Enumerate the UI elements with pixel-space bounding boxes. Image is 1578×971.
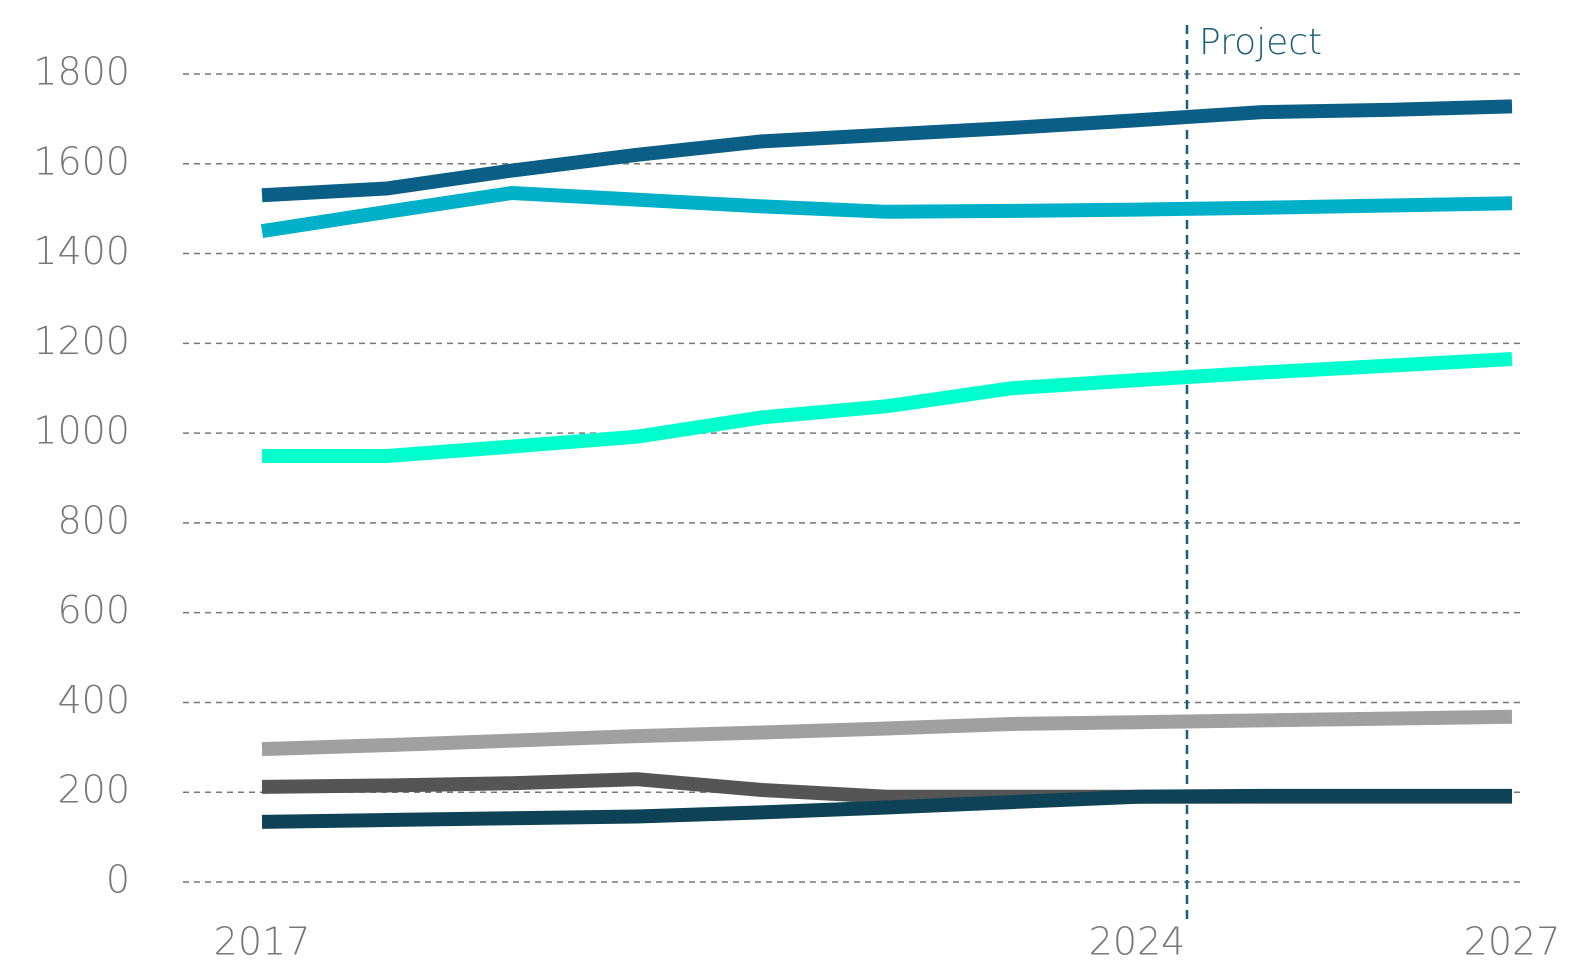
y-tick-label: 1200 — [33, 319, 130, 363]
annotation: Project — [1199, 22, 1322, 63]
x-tick-label: 2024 — [1089, 920, 1186, 964]
y-tick-label: 600 — [57, 588, 130, 632]
y-tick-label: 1000 — [33, 409, 130, 453]
y-tick-label: 0 — [106, 858, 130, 902]
series-line — [261, 709, 1513, 757]
y-tick-label: 1600 — [33, 139, 130, 183]
y-tick-label: 1800 — [33, 50, 130, 94]
y-tick-label: 800 — [57, 498, 130, 542]
y-tick-label: 1400 — [33, 229, 130, 273]
y-tick-label: 200 — [57, 768, 130, 812]
series-line — [260, 185, 1513, 239]
y-tick-label: 400 — [57, 678, 130, 722]
x-tick-label: 2017 — [214, 920, 311, 964]
x-tick-label: 2027 — [1464, 920, 1561, 964]
series-line — [261, 99, 1513, 203]
series-line — [261, 788, 1512, 829]
series-line — [262, 352, 1513, 464]
